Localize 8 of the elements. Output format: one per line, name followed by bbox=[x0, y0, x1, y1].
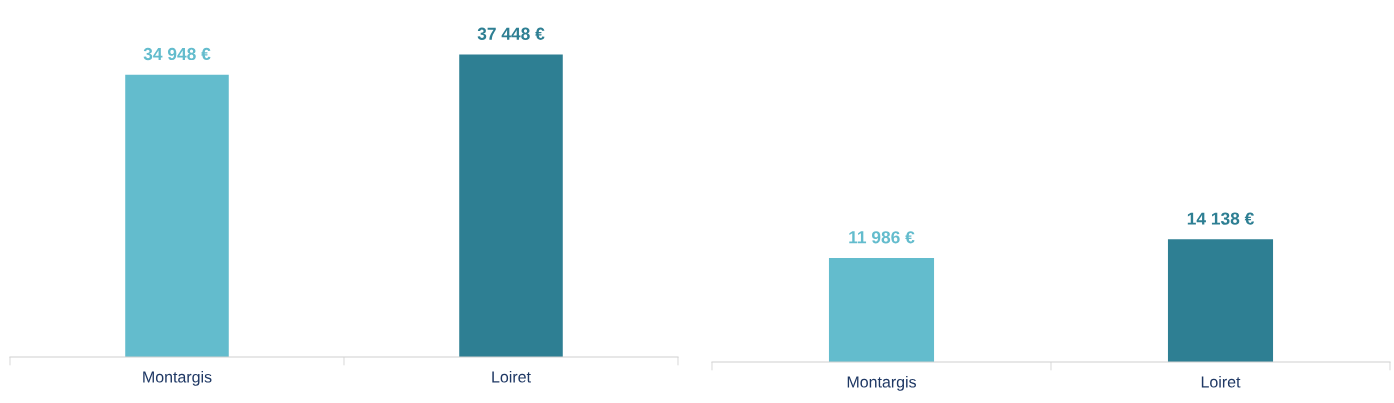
data-label: 34 948 € bbox=[143, 47, 211, 61]
data-label: 11 986 € bbox=[849, 231, 915, 244]
data-label: 37 448 € bbox=[477, 27, 545, 40]
x-tick-label: Loiret bbox=[492, 370, 531, 383]
x-tick-label: Loiret bbox=[1201, 375, 1241, 388]
x-tick-label: Montargis bbox=[143, 370, 212, 386]
data-label: 14 138 € bbox=[1187, 212, 1254, 225]
x-tick-label: Montargis bbox=[847, 375, 916, 391]
